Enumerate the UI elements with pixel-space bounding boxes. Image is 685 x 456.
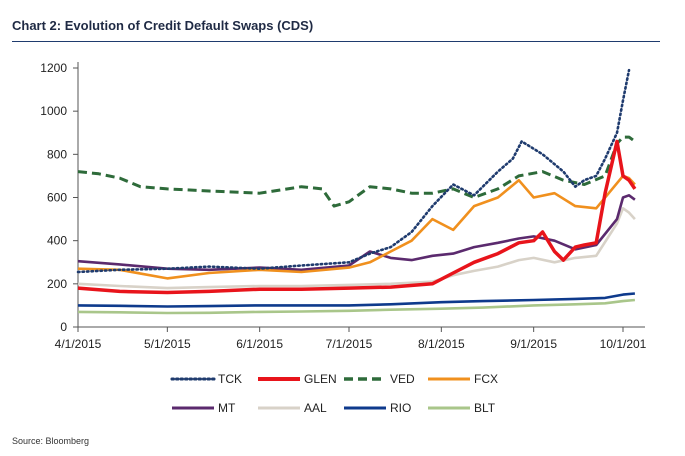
legend-label-tck: TCK: [218, 372, 242, 386]
y-tick-label: 400: [47, 234, 67, 248]
legend-label-blt: BLT: [474, 401, 496, 415]
source-note: Source: Bloomberg: [12, 436, 90, 446]
x-tick-label: 10/1/201: [600, 337, 647, 351]
legend-label-rio: RIO: [390, 401, 411, 415]
x-tick-label: 8/1/2015: [418, 337, 465, 351]
chart-legend: TCK GLEN VED FCX MT AAL RIO BLT: [170, 372, 498, 415]
series-line-ved: [77, 135, 636, 208]
legend-label-fcx: FCX: [474, 372, 498, 386]
x-tick-label: 4/1/2015: [55, 337, 102, 351]
chart-title: Chart 2: Evolution of Credit Default Swa…: [12, 18, 314, 33]
series-line-aal: [77, 207, 636, 290]
y-tick-label: 800: [47, 147, 67, 161]
y-tick-label: 0: [60, 320, 67, 334]
y-tick-label: 600: [47, 191, 67, 205]
y-tick-label: 200: [47, 277, 67, 291]
series-line-rio: [77, 292, 636, 308]
x-tick-label: 5/1/2015: [144, 337, 191, 351]
series-line-fcx: [77, 174, 636, 280]
y-tick-label: 1200: [40, 61, 67, 75]
x-tick-label: 7/1/2015: [326, 337, 373, 351]
legend-label-mt: MT: [218, 401, 236, 415]
series-line-glen: [77, 139, 637, 295]
chart-axes: 0 200 400 600 800 1000 1200 4/1/2015 5/1/2015 6/1…: [40, 61, 646, 351]
y-tick-label: 1000: [40, 104, 67, 118]
series-line-tck: [76, 68, 631, 274]
legend-label-glen: GLEN: [304, 372, 337, 386]
series-line-blt: [77, 298, 636, 315]
x-tick-label: 6/1/2015: [236, 337, 283, 351]
legend-label-ved: VED: [390, 372, 415, 386]
chart-lines: [76, 68, 637, 315]
title-underline: [12, 41, 660, 42]
legend-label-aal: AAL: [304, 401, 327, 415]
series-line-mt: [77, 194, 636, 272]
x-tick-label: 9/1/2015: [510, 337, 557, 351]
